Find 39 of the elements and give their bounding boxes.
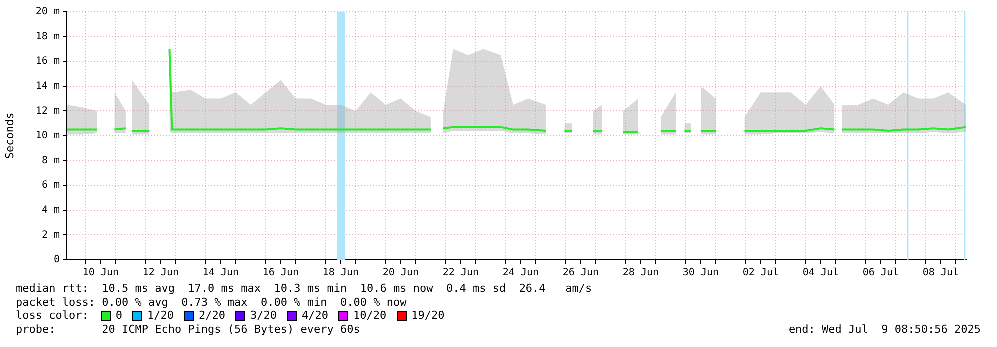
x-tick-label: 04 Jul — [802, 268, 840, 279]
y-tick-label: 6 m — [42, 180, 60, 192]
y-tick-label: 0 — [54, 254, 60, 266]
legend-title: loss color: — [16, 309, 89, 322]
legend-label: 1/20 — [147, 309, 174, 322]
legend-label: 4/20 — [302, 309, 328, 322]
x-tick-label: 14 Jun — [202, 268, 240, 279]
x-tick-label: 28 Jun — [622, 268, 660, 279]
x-tick-label: 10 Jun — [82, 268, 120, 279]
legend-label: 3/20 — [250, 309, 277, 322]
x-tick-label: 06 Jul — [862, 268, 900, 279]
legend-label: 2/20 — [198, 309, 226, 322]
y-tick-label: 20 m — [36, 6, 60, 18]
y-tick-label: 14 m — [36, 80, 60, 92]
x-tick-label: 16 Jun — [262, 268, 300, 279]
x-tick-label: 20 Jun — [382, 268, 420, 279]
x-tick-label: 18 Jun — [322, 268, 360, 279]
y-axis-title: Seconds — [3, 112, 16, 160]
text: median rtt: 10.5 ms avg 17.0 ms max 10.3 ms min 10.6 ms now 0.4 ms sd 26.4 am/s — [16, 282, 594, 296]
legend-label: 19/20 — [412, 309, 445, 322]
y-tick-label: 12 m — [36, 106, 60, 117]
y-tick-label: 2 m — [42, 230, 60, 241]
legend-label: 0 — [116, 309, 122, 322]
x-tick-label: 30 Jun — [682, 268, 720, 279]
text: end: Wed Jul 9 08:50:56 2025 — [788, 322, 981, 336]
y-tick-label: 8 m — [42, 155, 60, 166]
y-tick-label: 16 m — [36, 56, 60, 68]
y-tick-label: 4 m — [42, 204, 60, 216]
x-tick-label: 26 Jun — [562, 268, 600, 279]
x-tick-label: 08 Jul — [922, 268, 960, 279]
y-tick-label: 18 m — [36, 31, 60, 42]
x-tick-label: 12 Jun — [142, 268, 180, 279]
text: packet loss: 0.00 % avg 0.73 % max 0.00 % min 0.00 % now — [16, 296, 408, 309]
x-tick-label: 02 Jul — [742, 268, 780, 279]
legend-label: 10/20 — [353, 309, 387, 322]
x-tick-label: 24 Jun — [502, 268, 540, 279]
y-tick-label: 10 m — [36, 130, 60, 142]
text: probe: 20 ICMP Echo Pings (56 Bytes) every 60s — [16, 322, 360, 336]
x-tick-label: 22 Jun — [442, 268, 480, 279]
